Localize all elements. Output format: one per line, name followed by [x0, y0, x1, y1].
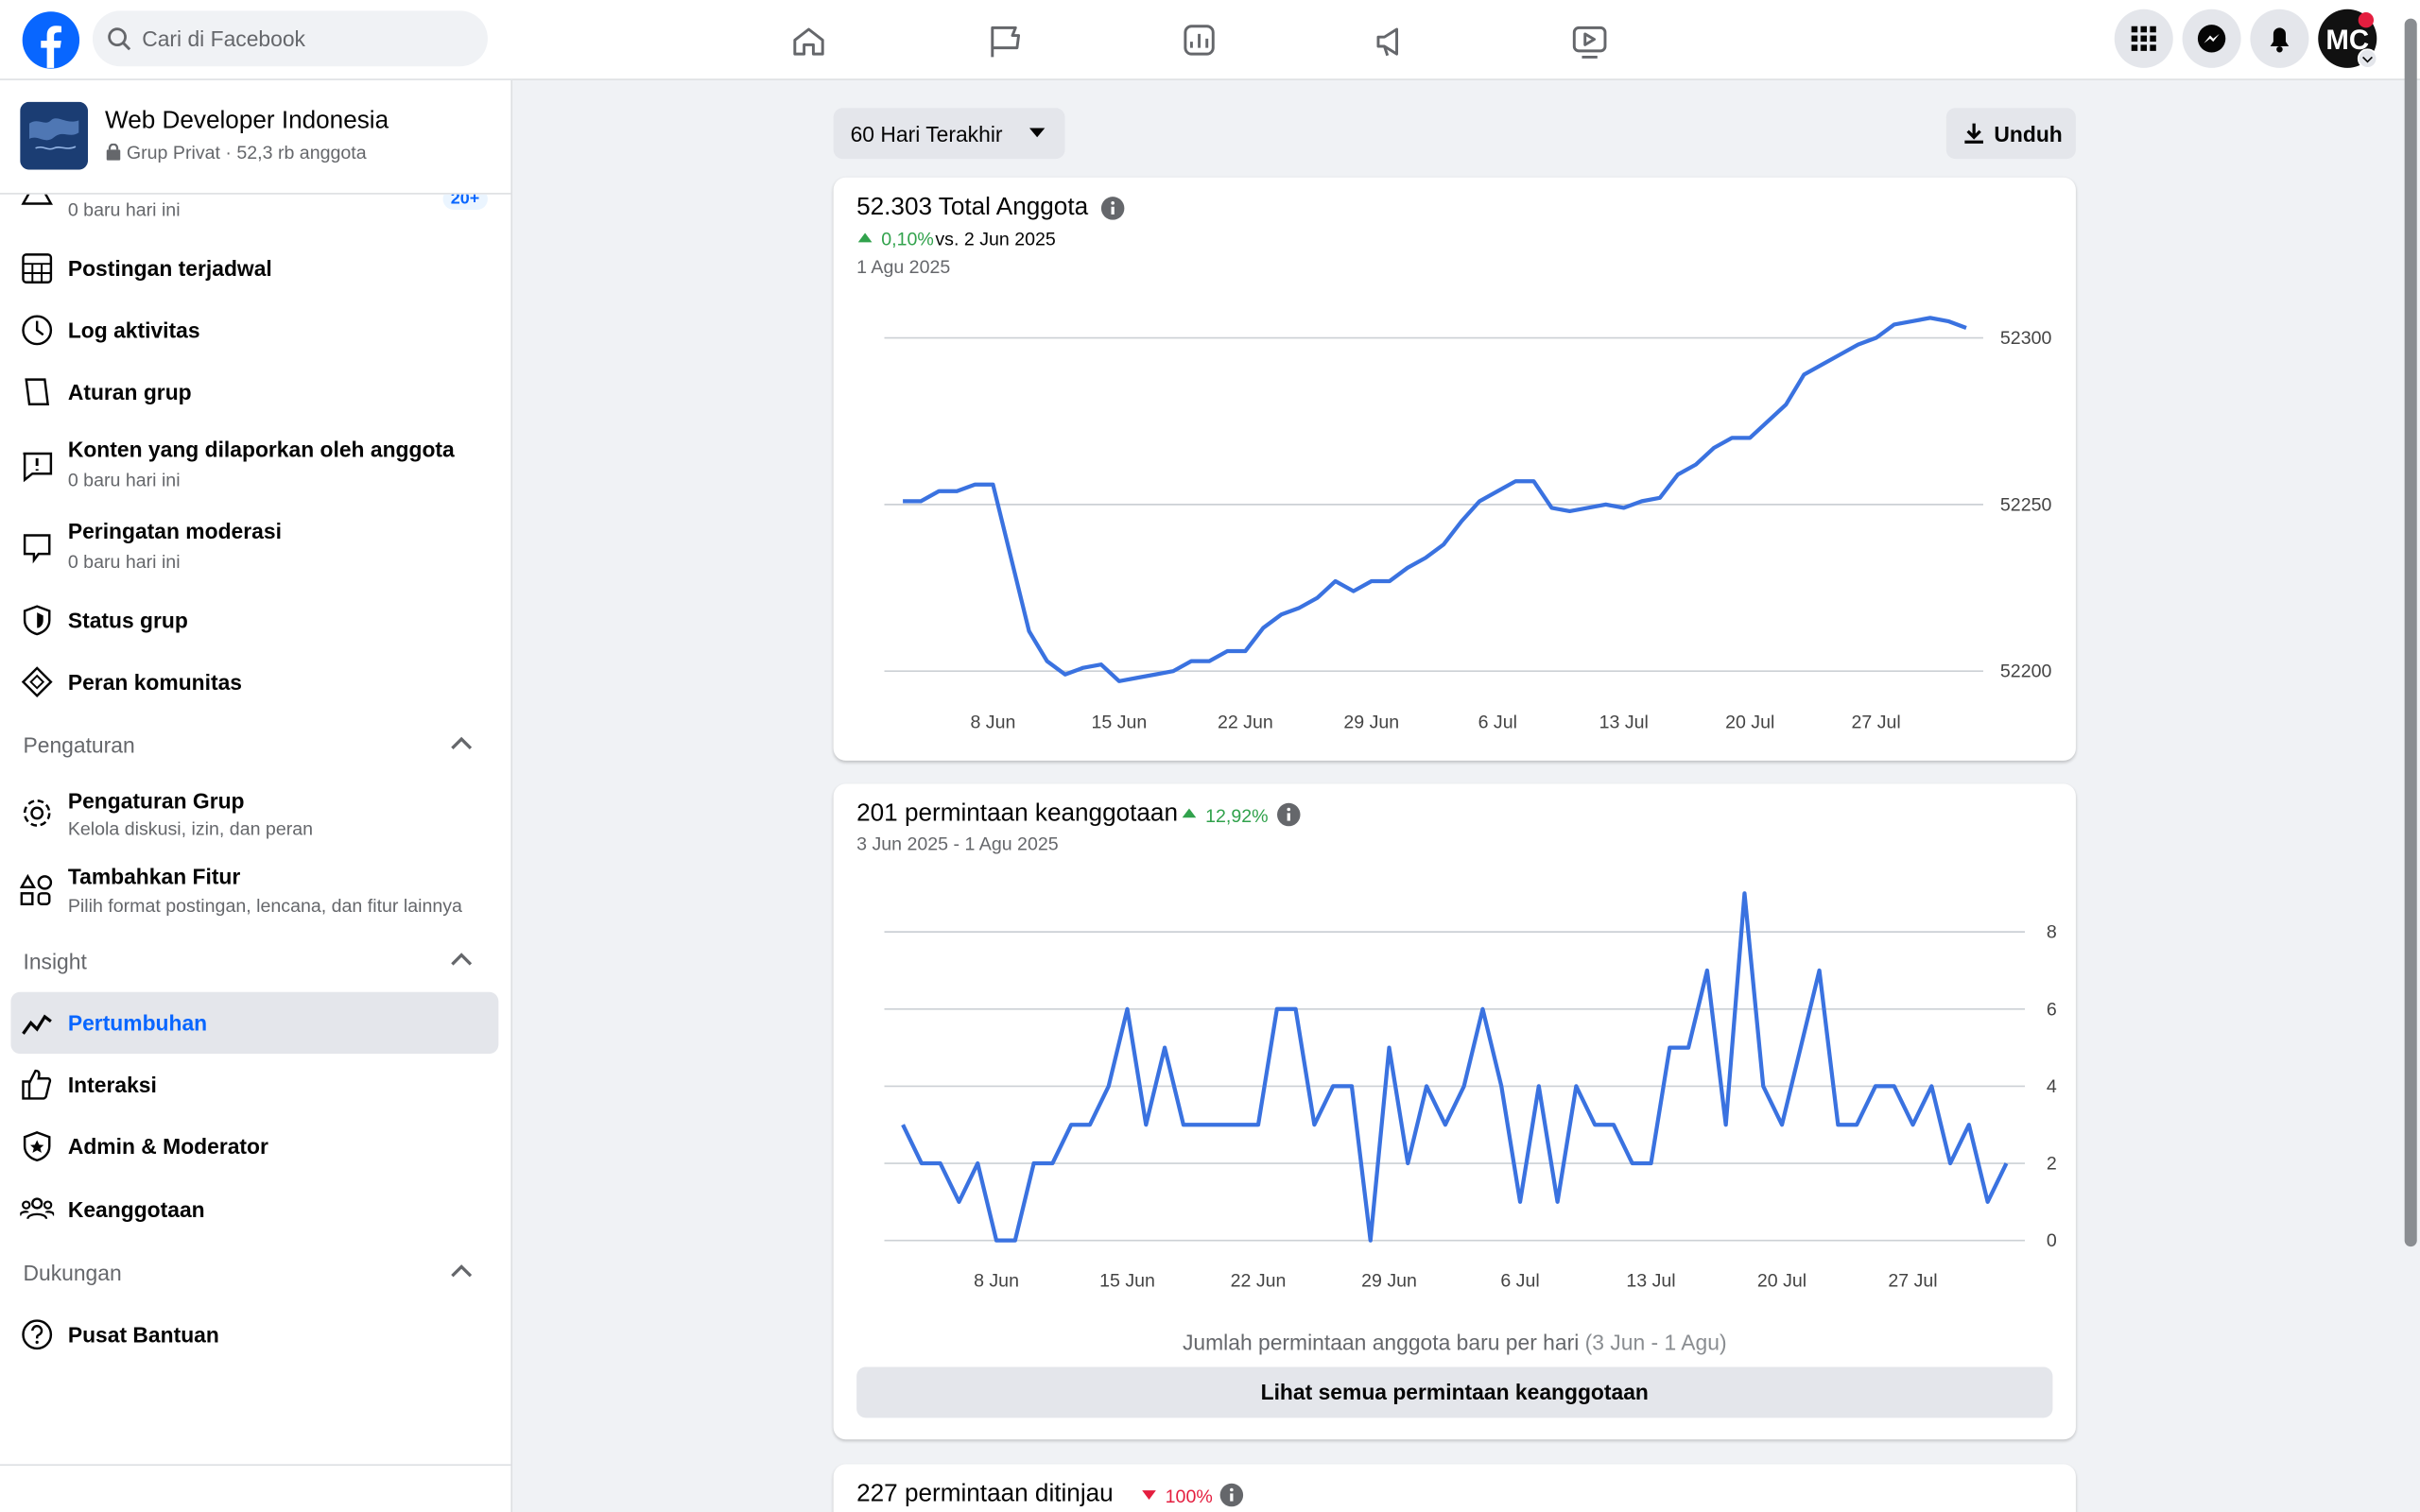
- x-tick-label: 6 Jul: [1478, 713, 1517, 733]
- trend-up: [857, 232, 873, 243]
- caption-range: (3 Jun - 1 Agu): [1584, 1330, 1727, 1355]
- range-label: 60 Hari Terakhir: [850, 121, 1003, 147]
- lock-icon: [106, 143, 121, 161]
- group-meta: Grup Privat · 52,3 rb anggota: [126, 142, 367, 164]
- y-tick-label: 0: [2047, 1230, 2057, 1251]
- info-icon[interactable]: [1276, 802, 1301, 827]
- item-sub: 0 baru hari ini: [67, 198, 181, 221]
- chart-caption: Jumlah permintaan anggota baru per hari …: [834, 1330, 2076, 1354]
- change-note: vs. 2 Jun 2025: [935, 228, 1056, 250]
- group-image[interactable]: [20, 101, 89, 170]
- change: 0,10%: [881, 228, 934, 250]
- x-tick-label: 8 Jun: [974, 1271, 1019, 1292]
- range-dropdown[interactable]: 60 Hari Terakhir: [833, 108, 1065, 160]
- x-tick-label: 20 Jul: [1725, 713, 1774, 733]
- x-tick-label: 15 Jun: [1099, 1271, 1155, 1292]
- change: 12,92%: [1205, 805, 1269, 828]
- trend-up: [1182, 808, 1197, 818]
- chart: 0 2 4 6 8 8 Jun 15 Jun 22 Jun 29 Jun 6 Jul 13 Jul 2…: [884, 891, 2057, 1292]
- card-date: 3 Jun 2025 - 1 Agu 2025: [856, 833, 1059, 855]
- chart: 52200 52250 52300 8 Jun 15 Jun 22 Jun 29 Jun 6 …: [884, 316, 2052, 733]
- header-actions: MC: [2114, 9, 2378, 69]
- x-tick-label: 22 Jun: [1218, 713, 1273, 733]
- sidebar: Web Developer Indonesia Grup Privat · 52…: [0, 79, 513, 1512]
- download-button[interactable]: Unduh: [1945, 108, 2076, 160]
- y-tick-label: 52250: [2000, 494, 2052, 515]
- scroll-thumb[interactable]: [2404, 18, 2417, 1247]
- y-tick-label: 4: [2047, 1076, 2057, 1097]
- x-tick-label: 27 Jul: [1852, 713, 1901, 733]
- y-tick-label: 6: [2047, 999, 2057, 1020]
- card-title: 52.303 Total Anggota: [856, 194, 1089, 221]
- card: 52.303 Total Anggota 0,10% vs. 2 Jun 202…: [833, 177, 2076, 761]
- x-tick-label: 13 Jul: [1599, 713, 1649, 733]
- info-icon[interactable]: [1219, 1483, 1244, 1507]
- card-title: 201 permintaan keanggotaan: [856, 800, 1178, 828]
- card-date: 1 Agu 2025: [856, 256, 951, 278]
- nav-icons: [793, 25, 1607, 59]
- x-tick-label: 29 Jun: [1361, 1271, 1417, 1292]
- divider: [0, 193, 511, 195]
- group-name[interactable]: Web Developer Indonesia: [105, 108, 389, 135]
- x-tick-label: 22 Jun: [1231, 1271, 1287, 1292]
- trend-down: [1142, 1490, 1156, 1500]
- top-bar: Cari di Facebook MC: [0, 0, 2420, 80]
- x-tick-label: 6 Jul: [1500, 1271, 1539, 1292]
- y-tick-label: 52200: [2000, 662, 2052, 682]
- video-icon[interactable]: [1572, 26, 1607, 53]
- line-series: [903, 316, 1967, 683]
- line-series: [901, 891, 2009, 1243]
- y-tick-label: 8: [2047, 922, 2057, 943]
- card: 201 permintaan keanggotaan 12,92% 3 Jun …: [833, 783, 2076, 1440]
- view-all-button[interactable]: Lihat semua permintaan keanggotaan: [856, 1366, 2053, 1418]
- change: 100%: [1165, 1486, 1213, 1508]
- info-icon[interactable]: [1100, 196, 1125, 220]
- download-icon: [1964, 123, 1983, 144]
- x-tick-label: 29 Jun: [1343, 713, 1399, 733]
- badge: 20+: [442, 194, 488, 211]
- alert-icon: [21, 194, 53, 205]
- y-tick-label: 2: [2047, 1154, 2057, 1175]
- caption: Jumlah permintaan anggota baru per hari: [1182, 1330, 1580, 1355]
- sidebar-scroll: 0 baru hari ini 20+: [0, 194, 510, 1512]
- search-box[interactable]: Cari di Facebook: [92, 10, 488, 67]
- x-tick-label: 20 Jul: [1757, 1271, 1806, 1292]
- caret: [1028, 128, 1046, 138]
- card-title: 227 permintaan ditinjau: [856, 1481, 1114, 1508]
- scrollbar: [2401, 18, 2420, 1512]
- search-icon: [108, 27, 131, 51]
- facebook-logo[interactable]: [22, 10, 80, 69]
- x-tick-label: 8 Jun: [970, 713, 1015, 733]
- x-tick-label: 27 Jul: [1888, 1271, 1937, 1292]
- insights-icon[interactable]: [1184, 25, 1215, 56]
- pages-icon[interactable]: [991, 26, 1021, 58]
- search-placeholder: Cari di Facebook: [142, 26, 305, 51]
- ads-icon[interactable]: [1376, 27, 1399, 57]
- card: 227 permintaan ditinjau 100%: [833, 1464, 2076, 1512]
- x-tick-label: 13 Jul: [1626, 1271, 1675, 1292]
- y-tick-label: 52300: [2000, 328, 2052, 349]
- x-tick-label: 15 Jun: [1091, 713, 1147, 733]
- home-icon[interactable]: [793, 27, 824, 56]
- download-label: Unduh: [1994, 121, 2063, 147]
